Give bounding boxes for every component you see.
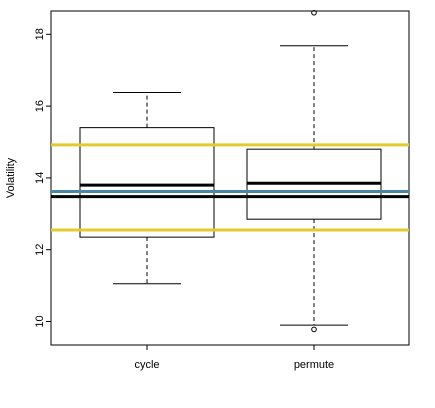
iqr-box (79, 127, 215, 238)
y-tick-label: 12 (34, 244, 46, 256)
x-tick-label: cycle (134, 359, 159, 371)
reference-lines (51, 143, 409, 232)
box-permute (246, 9, 382, 333)
x-axis: cycle permute (134, 345, 334, 371)
y-tick-label: 16 (34, 100, 46, 112)
y-tick-label: 18 (34, 28, 46, 40)
y-tick-label: 14 (34, 172, 46, 184)
boxes (79, 9, 382, 333)
plot-frame (50, 10, 410, 346)
y-tick-label: 10 (34, 315, 46, 327)
outlier-point (311, 326, 317, 333)
box-cycle (79, 91, 215, 285)
y-axis: 10 12 14 16 18 (34, 28, 51, 328)
y-axis-label: Volatility (5, 157, 17, 198)
outlier-point (311, 9, 317, 16)
x-tick-label: permute (294, 359, 334, 371)
